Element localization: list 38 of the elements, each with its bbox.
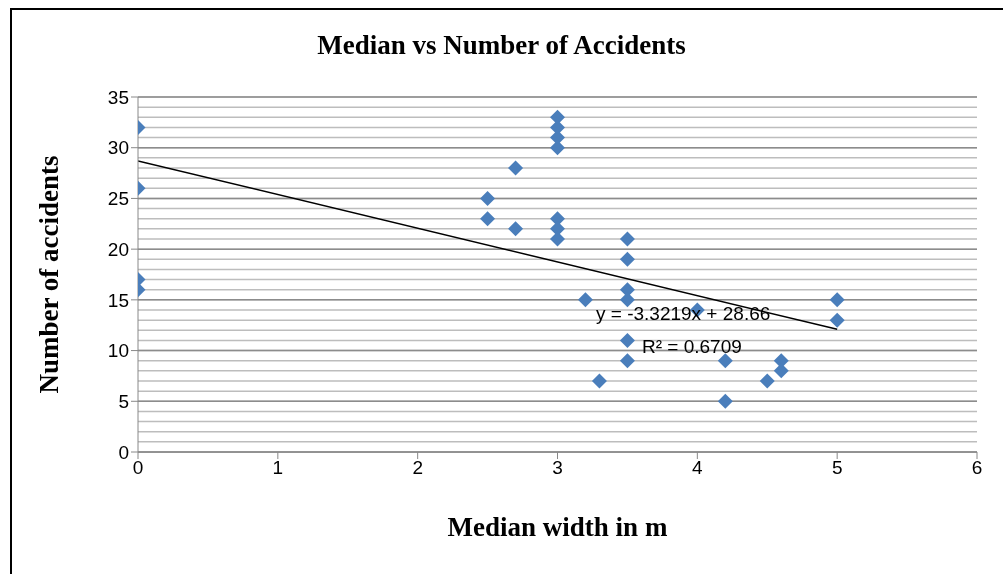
y-tick-label: 0 [118,441,129,463]
y-tick-label: 25 [107,188,129,210]
point [759,373,775,389]
point [577,292,593,308]
point [829,292,845,308]
point [619,292,635,308]
x-axis-title: Median width in m [447,512,668,543]
x-tick-label: 4 [692,457,704,479]
y-tick-label: 10 [107,340,129,362]
y-axis-title: Number of accidents [33,155,64,394]
x-tick-label: 3 [552,457,563,479]
point [480,211,496,227]
y-tick-label: 20 [107,238,129,260]
point [619,231,635,247]
point [619,332,635,348]
x-tick-label: 0 [132,457,144,479]
point [550,140,565,156]
point [591,373,607,389]
annotation: y = -3.3219x + 28.66 [596,303,771,325]
point [619,251,635,267]
point [829,312,845,328]
annotation: R² = 0.6709 [642,336,742,358]
y-tick-label: 5 [118,391,129,413]
chart-title: Median vs Number of Accidents [316,30,687,61]
y-tick-label: 30 [107,137,129,159]
point [508,160,524,176]
point [480,190,496,206]
point [773,363,789,379]
y-tick-label: 15 [107,289,129,311]
x-tick-label: 6 [971,457,983,479]
point [717,353,733,369]
y-tick-label: 35 [107,86,129,108]
x-tick-label: 5 [831,457,843,479]
x-tick-label: 2 [412,457,423,479]
point [508,221,524,237]
point [619,353,635,369]
point [717,393,733,409]
x-tick-label: 1 [272,457,284,479]
